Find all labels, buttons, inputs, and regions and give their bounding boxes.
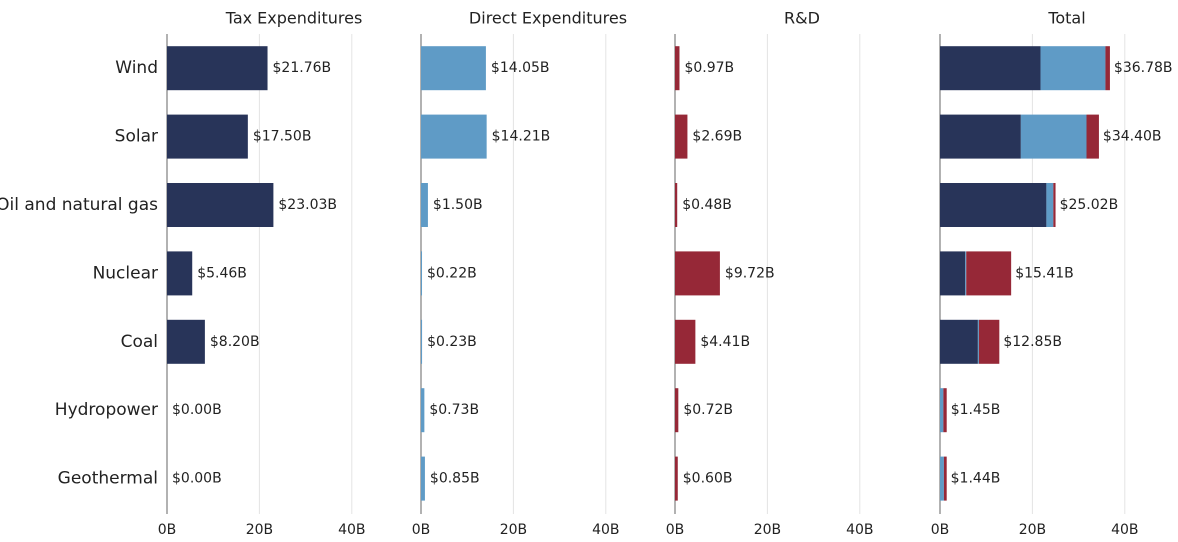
bar — [675, 388, 679, 433]
x-tick-label: 0B — [412, 522, 431, 538]
panel-title: Tax Expenditures — [225, 9, 363, 28]
category-label: Nuclear — [93, 263, 158, 283]
bar — [167, 183, 274, 227]
bar-segment — [977, 319, 979, 364]
value-label: $8.20B — [210, 334, 260, 350]
value-label: $0.00B — [172, 402, 222, 418]
bar-segment — [1046, 183, 1054, 227]
category-label: Wind — [115, 58, 158, 78]
x-tick-label: 20B — [754, 522, 781, 538]
bar-segment — [966, 251, 1012, 296]
bar — [675, 456, 678, 501]
x-tick-label: 20B — [500, 522, 527, 538]
x-tick-label: 40B — [338, 522, 365, 538]
value-label: $21.76B — [273, 60, 332, 76]
value-label: $23.03B — [278, 197, 337, 213]
value-label: $0.60B — [683, 471, 733, 487]
value-label: $2.69B — [692, 129, 742, 145]
bar — [675, 46, 680, 91]
bar — [167, 46, 268, 91]
value-label: $1.44B — [951, 471, 1001, 487]
bar-segment — [965, 251, 967, 296]
panel-title: Direct Expenditures — [469, 9, 627, 28]
bar-segment — [1105, 46, 1110, 91]
bar-segment — [940, 388, 944, 433]
bar — [421, 114, 487, 159]
bar — [675, 114, 688, 159]
value-label: $4.41B — [700, 334, 750, 350]
value-label: $15.41B — [1015, 265, 1074, 281]
value-label: $14.05B — [491, 60, 550, 76]
bar — [675, 319, 696, 364]
bar-segment — [940, 319, 978, 364]
bar-segment — [978, 319, 1000, 364]
bar — [421, 388, 425, 433]
x-tick-label: 40B — [592, 522, 619, 538]
x-tick-label: 0B — [158, 522, 177, 538]
x-tick-label: 40B — [846, 522, 873, 538]
x-tick-label: 40B — [1111, 522, 1138, 538]
value-label: $12.85B — [1003, 334, 1062, 350]
bar-segment — [1020, 114, 1087, 159]
bar — [167, 251, 193, 296]
category-label: Solar — [115, 127, 158, 147]
bar-segment — [943, 388, 947, 433]
x-tick-label: 0B — [666, 522, 685, 538]
value-label: $0.85B — [430, 471, 480, 487]
value-label: $17.50B — [253, 129, 312, 145]
bar-segment — [940, 183, 1047, 227]
x-tick-label: 20B — [246, 522, 273, 538]
bar — [675, 183, 678, 227]
bar — [421, 183, 428, 227]
value-label: $0.22B — [427, 265, 477, 281]
value-label: $0.72B — [683, 402, 733, 418]
value-label: $0.00B — [172, 471, 222, 487]
bar-segment — [940, 456, 944, 501]
bar — [421, 251, 423, 296]
bar-segment — [940, 114, 1021, 159]
value-label: $25.02B — [1060, 197, 1119, 213]
bar-segment — [940, 251, 966, 296]
x-tick-label: 20B — [1019, 522, 1046, 538]
value-label: $34.40B — [1103, 129, 1162, 145]
x-tick-label: 0B — [931, 522, 950, 538]
bar — [421, 46, 486, 91]
value-label: $0.97B — [684, 60, 734, 76]
bar — [675, 251, 720, 296]
value-label: $5.46B — [197, 265, 247, 281]
bar-segment — [940, 46, 1041, 91]
bar-segment — [943, 456, 947, 501]
value-label: $36.78B — [1114, 60, 1173, 76]
bar-segment — [1040, 46, 1106, 91]
category-label: Oil and natural gas — [0, 195, 158, 215]
bar-segment — [1086, 114, 1099, 159]
value-label: $1.50B — [433, 197, 483, 213]
bar — [421, 456, 425, 501]
value-label: $0.73B — [429, 402, 479, 418]
bar-segment — [1053, 183, 1056, 227]
bar — [167, 114, 248, 159]
category-label: Geothermal — [58, 469, 158, 489]
category-label: Coal — [121, 332, 158, 352]
category-label: Hydropower — [55, 400, 158, 420]
panel-title: R&D — [784, 9, 820, 28]
value-label: $14.21B — [492, 129, 551, 145]
value-label: $0.48B — [682, 197, 732, 213]
bar — [421, 319, 423, 364]
bar — [167, 319, 205, 364]
panel-title: Total — [1047, 9, 1085, 28]
value-label: $1.45B — [951, 402, 1001, 418]
value-label: $0.23B — [427, 334, 477, 350]
value-label: $9.72B — [725, 265, 775, 281]
